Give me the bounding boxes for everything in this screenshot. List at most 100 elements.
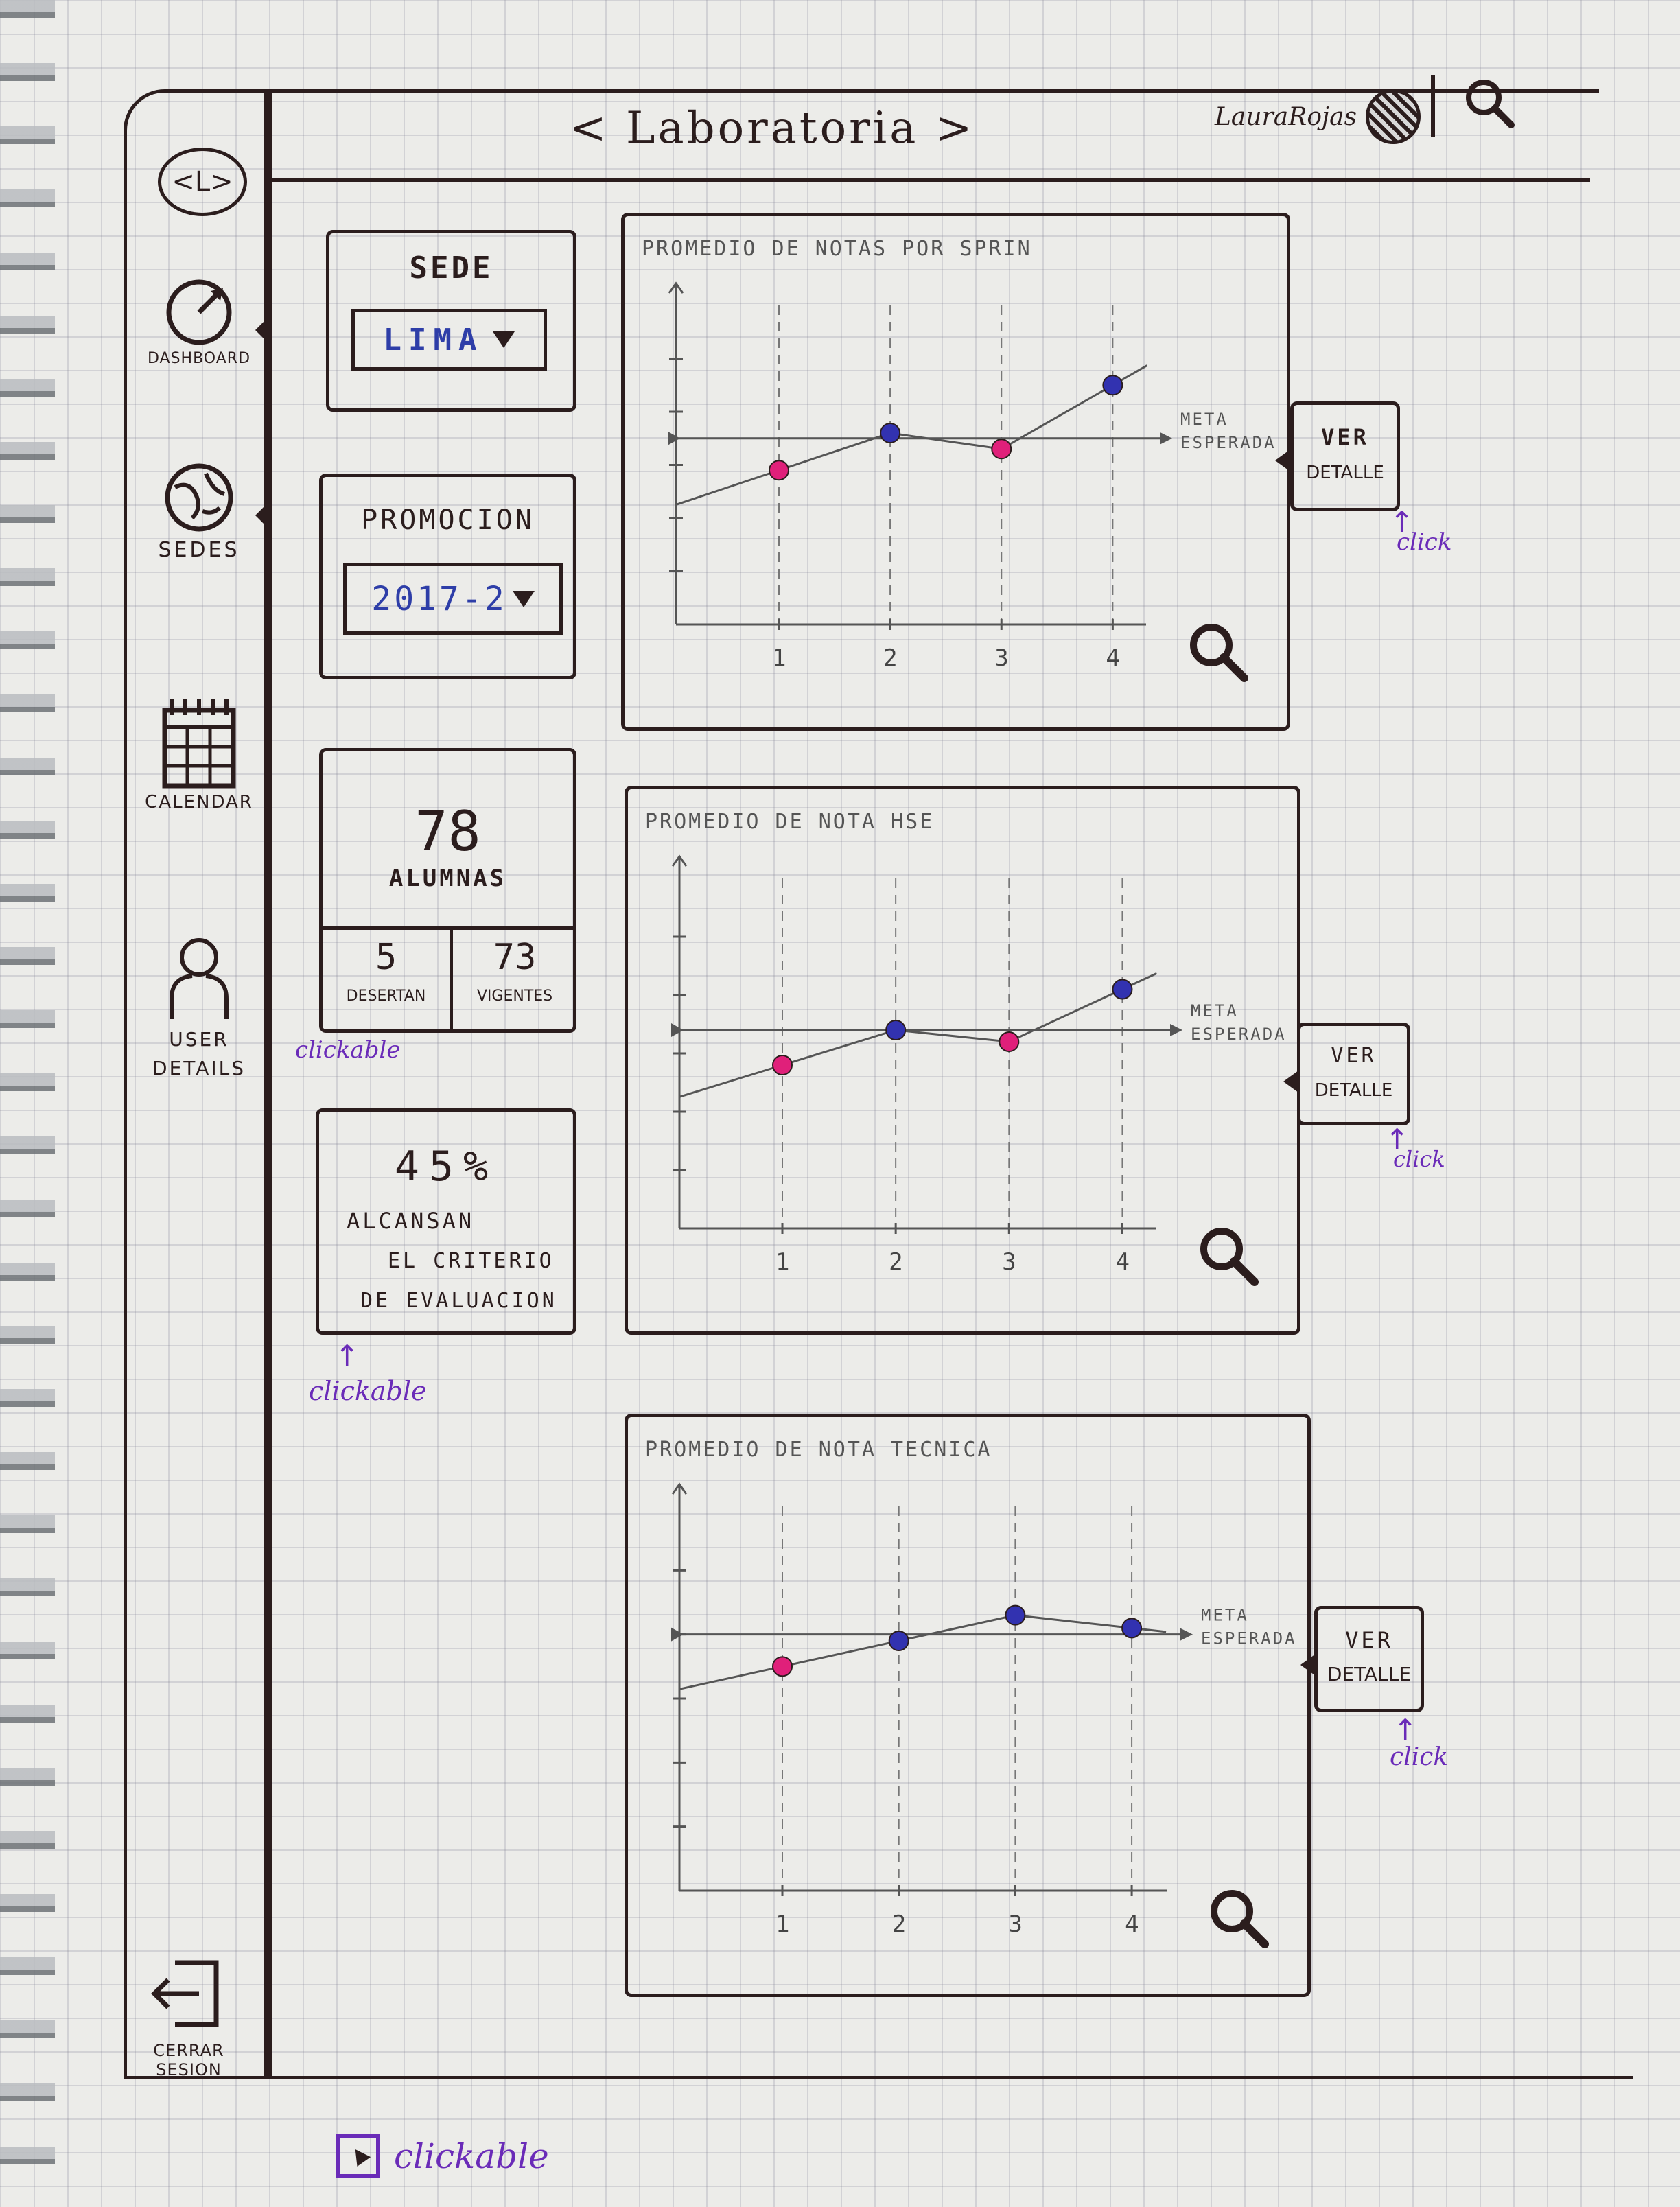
alumnas-stat-card[interactable]: 78 ALUMNAS 5 DESERTAN 73 VIGENTES bbox=[319, 748, 576, 1033]
desertan-count: 5 bbox=[375, 937, 397, 978]
criterio-percent: 45% bbox=[394, 1143, 498, 1191]
series-line bbox=[675, 364, 1148, 506]
y-axis-arrow bbox=[668, 281, 684, 294]
button-pointer bbox=[1300, 1654, 1316, 1676]
sidebar-item-label: USER DETAILS bbox=[152, 1028, 246, 1079]
criterio-line-1: ALCANSAN bbox=[347, 1208, 475, 1234]
sede-filter-card: SEDE LIMA bbox=[326, 230, 576, 412]
zoom-icon[interactable] bbox=[1200, 1228, 1259, 1286]
goal-label: META bbox=[1201, 1606, 1249, 1625]
globe-icon bbox=[165, 463, 233, 532]
ver-detalle-button[interactable]: VER DETALLE bbox=[1297, 1023, 1410, 1125]
sidebar-divider bbox=[264, 89, 272, 2079]
data-point bbox=[1112, 979, 1133, 1000]
logo-text: <L> bbox=[172, 166, 233, 198]
data-point bbox=[1121, 1618, 1143, 1639]
search-icon[interactable] bbox=[1462, 75, 1517, 130]
goal-marker bbox=[671, 1023, 684, 1037]
ver-detalle-label: VER bbox=[1321, 424, 1369, 450]
ver-detalle-button[interactable]: VER DETALLE bbox=[1290, 401, 1400, 511]
y-axis-arrow bbox=[671, 1482, 688, 1495]
ver-detalle-label: VER bbox=[1345, 1627, 1393, 1653]
clickable-legend: clickable bbox=[336, 2134, 549, 2178]
clickable-annotation: clickable bbox=[295, 1036, 401, 1064]
active-indicator bbox=[255, 319, 266, 341]
active-indicator bbox=[255, 504, 266, 526]
clickable-legend-label: clickable bbox=[394, 2136, 549, 2176]
data-point bbox=[885, 1020, 907, 1040]
vigentes-count: 73 bbox=[493, 937, 537, 978]
sede-value: LIMA bbox=[383, 322, 484, 358]
goal-line-arrow bbox=[1160, 432, 1172, 445]
zoom-icon[interactable] bbox=[1190, 624, 1248, 682]
sidebar-item-user-details[interactable]: USER DETAILS bbox=[137, 933, 261, 1083]
ver-detalle-label: DETALLE bbox=[1327, 1663, 1412, 1685]
x-tick-label: 3 bbox=[1002, 1248, 1016, 1276]
sidebar-item-calendar[interactable]: CALENDAR bbox=[137, 693, 261, 813]
logout-button[interactable]: CERRAR SESION bbox=[120, 1956, 257, 2079]
x-tick-label: 3 bbox=[1008, 1911, 1022, 1938]
data-point bbox=[1005, 1604, 1026, 1626]
data-point bbox=[991, 439, 1012, 460]
avatar[interactable] bbox=[1366, 89, 1421, 144]
alumnas-count: 78 bbox=[415, 799, 481, 863]
logo[interactable]: <L> bbox=[158, 148, 247, 216]
x-tick-label: 1 bbox=[775, 1911, 789, 1938]
data-point bbox=[772, 1055, 793, 1075]
x-tick-label: 3 bbox=[994, 644, 1008, 672]
frame-bottom-line bbox=[124, 2076, 1633, 2079]
chart-title: PROMEDIO DE NOTA TECNICA bbox=[645, 1438, 992, 1462]
desertan-stat[interactable]: 5 DESERTAN bbox=[323, 937, 450, 1005]
chart-title: PROMEDIO DE NOTA HSE bbox=[645, 810, 935, 834]
x-tick-label: 2 bbox=[892, 1911, 906, 1938]
sidebar-item-label: DASHBOARD bbox=[147, 350, 251, 367]
sidebar-item-dashboard[interactable]: DASHBOARD bbox=[137, 275, 261, 367]
sidebar-item-label: CALENDAR bbox=[145, 792, 253, 813]
sidebar-item-sedes[interactable]: SEDES bbox=[137, 460, 261, 562]
promocion-filter-card: PROMOCION 2017-2 bbox=[319, 474, 576, 679]
arrow-icon: ↑ bbox=[1385, 1123, 1410, 1156]
x-tick-label: 4 bbox=[1115, 1248, 1129, 1276]
chart-card: PROMEDIO DE NOTAS POR SPRIN 1 2 3 4 META ESPER… bbox=[621, 213, 1290, 731]
vigentes-stat[interactable]: 73 VIGENTES bbox=[453, 937, 576, 1005]
zoom-icon[interactable] bbox=[1211, 1890, 1269, 1948]
button-pointer bbox=[1283, 1071, 1298, 1093]
x-tick-label: 2 bbox=[889, 1248, 902, 1276]
sede-select[interactable]: LIMA bbox=[351, 309, 547, 371]
x-tick-label: 4 bbox=[1125, 1911, 1139, 1938]
goal-marker bbox=[668, 431, 680, 445]
y-axis-arrow bbox=[671, 854, 688, 867]
vigentes-label: VIGENTES bbox=[476, 988, 553, 1005]
logout-icon bbox=[151, 1960, 219, 2027]
sede-title: SEDE bbox=[409, 250, 493, 285]
goal-line-arrow bbox=[1170, 1024, 1182, 1036]
wireframe-frame bbox=[124, 89, 1599, 2079]
ver-detalle-button[interactable]: VER DETALLE bbox=[1314, 1606, 1424, 1712]
data-point bbox=[888, 1631, 909, 1651]
data-point bbox=[772, 1656, 793, 1677]
user-name[interactable]: LauraRojas bbox=[1215, 103, 1357, 131]
click-annotation: click bbox=[1397, 528, 1452, 556]
sidebar-item-label: SEDES bbox=[158, 538, 240, 562]
user-icon bbox=[170, 938, 229, 1019]
calendar-icon bbox=[162, 699, 236, 789]
arrow-icon: ↑ bbox=[335, 1339, 360, 1373]
chart-title: PROMEDIO DE NOTAS POR SPRIN bbox=[642, 237, 1032, 261]
ver-detalle-label: DETALLE bbox=[1314, 1080, 1393, 1101]
criterio-stat-card[interactable]: 45% ALCANSAN EL CRITERIO DE EVALUACION bbox=[316, 1108, 576, 1335]
line-chart: 1 2 3 4 META ESPERADA bbox=[671, 854, 1285, 1286]
data-point bbox=[769, 460, 789, 481]
line-chart: 1 2 3 4 META ESPERADA bbox=[668, 281, 1274, 682]
series-line bbox=[679, 1614, 1167, 1690]
stat-divider-vertical bbox=[450, 926, 453, 1029]
data-point bbox=[1102, 375, 1123, 396]
goal-marker bbox=[671, 1627, 684, 1642]
criterio-line-3: DE EVALUACION bbox=[360, 1289, 557, 1313]
x-tick-label: 2 bbox=[883, 644, 897, 672]
ver-detalle-label: VER bbox=[1331, 1044, 1377, 1068]
arrow-icon: ↑ bbox=[1390, 505, 1414, 539]
promocion-select[interactable]: 2017-2 bbox=[343, 563, 563, 635]
header-divider bbox=[1431, 75, 1435, 137]
stat-divider bbox=[323, 926, 573, 930]
goal-label: META bbox=[1180, 410, 1228, 429]
